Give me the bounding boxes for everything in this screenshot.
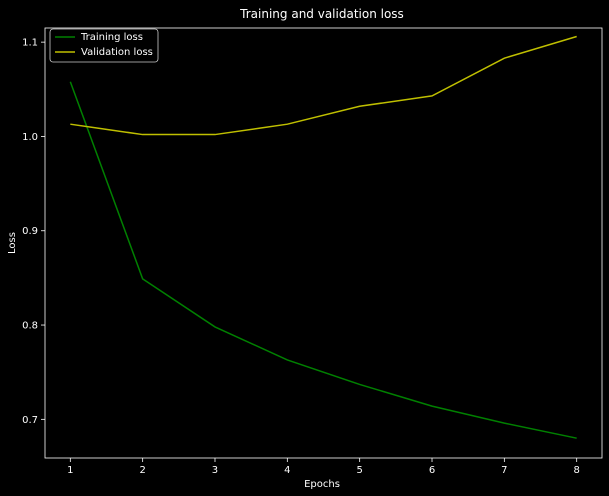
legend-label-training: Training loss (80, 32, 143, 43)
x-tick-label: 5 (356, 465, 362, 476)
y-tick-label: 0.8 (22, 321, 38, 332)
y-tick-label: 1.0 (22, 132, 38, 143)
x-tick-label: 6 (429, 465, 435, 476)
x-tick-label: 3 (212, 465, 218, 476)
legend-label-validation: Validation loss (81, 47, 153, 58)
x-axis: 1 2 3 4 5 6 7 8 (67, 458, 580, 476)
training-loss-line (69, 81, 577, 439)
plot-frame (44, 27, 603, 459)
x-tick-label: 8 (573, 465, 579, 476)
y-axis: 0.7 0.8 0.9 1.0 1.1 (22, 38, 45, 426)
y-axis-label: Loss (7, 232, 18, 254)
y-tick-label: 0.7 (22, 415, 38, 426)
y-tick-label: 1.1 (22, 38, 38, 49)
plot-area (44, 27, 603, 459)
x-axis-label: Epochs (304, 479, 340, 490)
x-tick-label: 2 (139, 465, 145, 476)
x-tick-label: 7 (501, 465, 507, 476)
legend-box (49, 28, 159, 63)
x-tick-label: 1 (67, 465, 73, 476)
x-tick-label: 4 (284, 465, 290, 476)
legend: Training loss Validation loss (49, 28, 159, 63)
chart-title: Training and validation loss (239, 7, 404, 21)
series-lines (69, 35, 577, 439)
validation-loss-line (70, 35, 577, 136)
y-tick-label: 0.9 (22, 226, 38, 237)
